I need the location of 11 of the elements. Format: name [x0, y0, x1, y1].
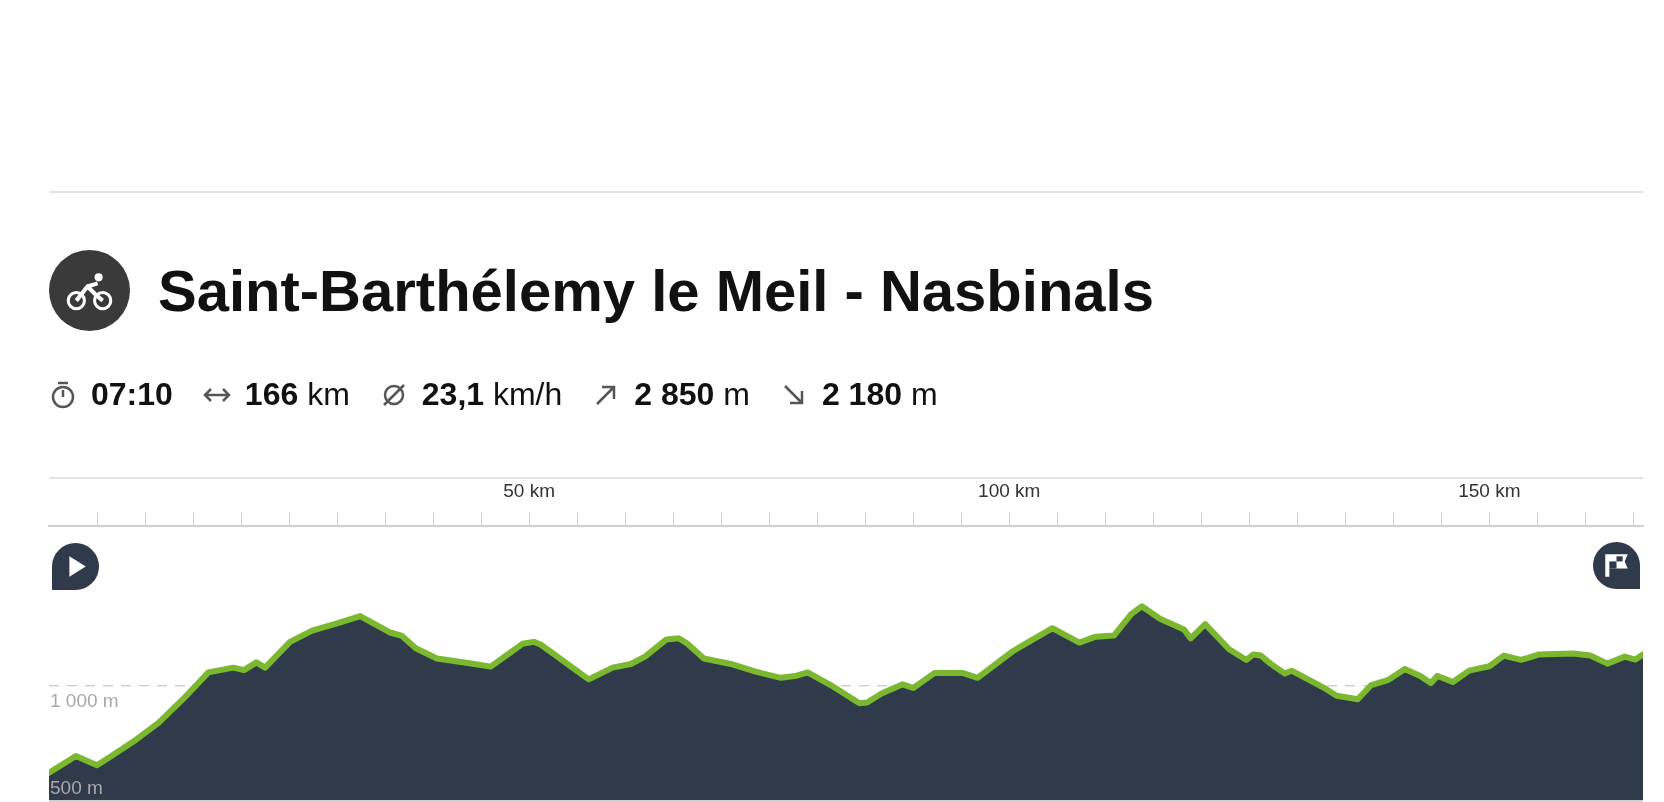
x-tick-label: 50 km [503, 479, 555, 501]
y-tick-label: 500 m [50, 777, 103, 799]
text: 166 km [244, 376, 350, 413]
x-tick-label: 150 km [1458, 479, 1521, 501]
text: 07:10 [91, 376, 173, 412]
text: 23,1 km/h [421, 376, 563, 413]
y-tick-label: 1 000 m [50, 689, 119, 711]
chart-title: Saint-Barthélemy le Meil - Nasbinals [158, 257, 1154, 324]
text: 2 180 m [821, 376, 938, 413]
text: 2 850 m [634, 376, 750, 413]
x-tick-label: 100 km [978, 479, 1041, 501]
